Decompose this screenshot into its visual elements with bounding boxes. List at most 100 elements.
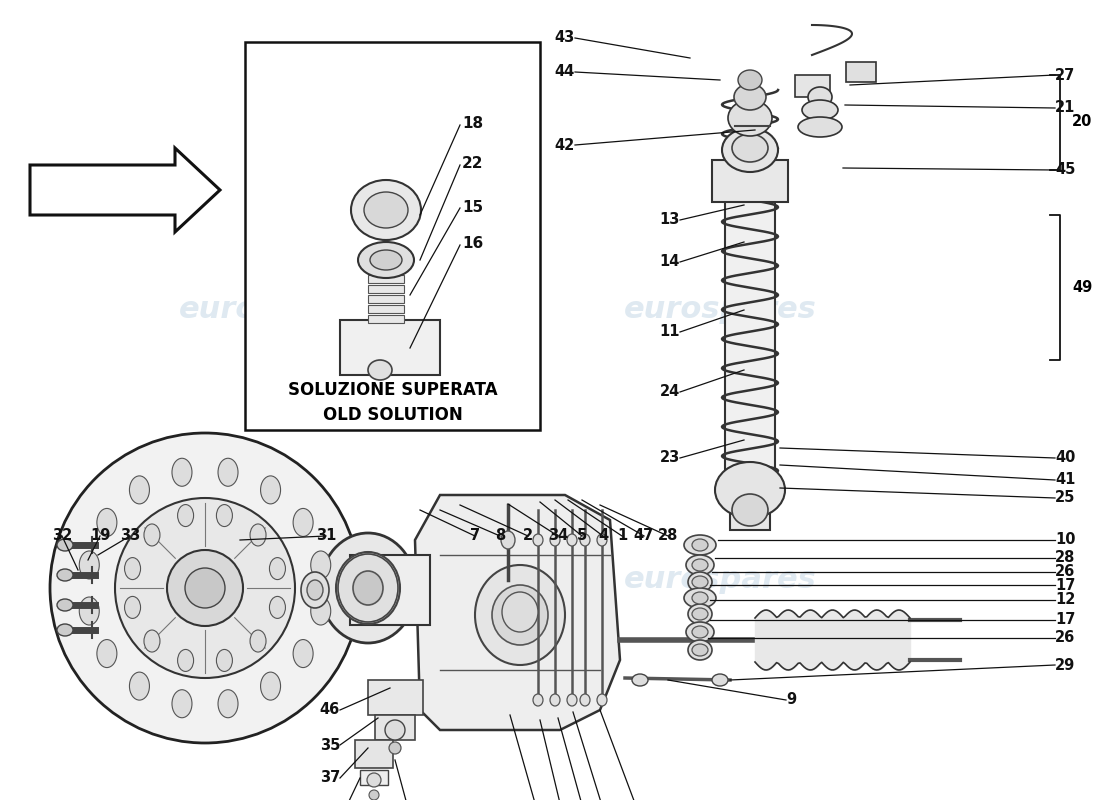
Ellipse shape (79, 551, 99, 579)
Ellipse shape (167, 550, 243, 626)
Ellipse shape (732, 134, 768, 162)
Text: 46: 46 (320, 702, 340, 718)
Ellipse shape (802, 100, 838, 120)
Text: 29: 29 (1055, 658, 1076, 673)
Ellipse shape (307, 580, 323, 600)
Bar (730, 500, 770, 530)
Ellipse shape (688, 572, 712, 592)
Ellipse shape (250, 524, 266, 546)
Text: eurospares: eurospares (624, 295, 816, 325)
Ellipse shape (368, 790, 379, 800)
Bar (368, 680, 424, 715)
Text: 44: 44 (554, 65, 575, 79)
Ellipse shape (580, 694, 590, 706)
Bar (340, 320, 440, 375)
Bar (355, 740, 393, 768)
Ellipse shape (177, 650, 194, 671)
Bar (350, 555, 430, 625)
Ellipse shape (57, 599, 73, 611)
Ellipse shape (353, 571, 383, 605)
Text: 13: 13 (660, 213, 680, 227)
Ellipse shape (692, 608, 708, 620)
Ellipse shape (57, 569, 73, 581)
Text: 11: 11 (660, 325, 680, 339)
Ellipse shape (550, 694, 560, 706)
Ellipse shape (692, 559, 708, 571)
Ellipse shape (712, 674, 728, 686)
Bar (368, 315, 404, 323)
Ellipse shape (728, 100, 772, 136)
Ellipse shape (218, 690, 238, 718)
Ellipse shape (261, 476, 280, 504)
Ellipse shape (534, 694, 543, 706)
Ellipse shape (79, 597, 99, 625)
Text: 26: 26 (1055, 565, 1076, 579)
Ellipse shape (686, 622, 714, 642)
Text: 25: 25 (1055, 490, 1076, 506)
Text: 40: 40 (1055, 450, 1076, 466)
Ellipse shape (218, 458, 238, 486)
Text: 10: 10 (1055, 533, 1076, 547)
Ellipse shape (566, 694, 578, 706)
Ellipse shape (566, 534, 578, 546)
Ellipse shape (692, 539, 708, 551)
Ellipse shape (293, 639, 314, 667)
Text: 35: 35 (320, 738, 340, 753)
Text: 14: 14 (660, 254, 680, 270)
Ellipse shape (597, 694, 607, 706)
Text: 24: 24 (660, 385, 680, 399)
Ellipse shape (580, 534, 590, 546)
Ellipse shape (130, 476, 150, 504)
Ellipse shape (368, 360, 392, 380)
Ellipse shape (185, 568, 226, 608)
Bar (245, 42, 540, 430)
Text: 15: 15 (462, 199, 483, 214)
Text: 43: 43 (554, 30, 575, 46)
Ellipse shape (310, 551, 331, 579)
Ellipse shape (97, 509, 117, 537)
Text: 37: 37 (320, 770, 340, 786)
Ellipse shape (367, 773, 381, 787)
Text: eurospares: eurospares (624, 566, 816, 594)
Text: 28: 28 (658, 529, 679, 543)
Ellipse shape (144, 630, 159, 652)
Ellipse shape (320, 533, 416, 643)
Text: 45: 45 (1055, 162, 1076, 178)
Ellipse shape (310, 597, 331, 625)
Polygon shape (415, 495, 620, 730)
Ellipse shape (351, 180, 421, 240)
Text: 18: 18 (462, 117, 483, 131)
Bar (368, 285, 404, 293)
Ellipse shape (130, 672, 150, 700)
Bar (368, 275, 404, 283)
Text: 22: 22 (462, 157, 484, 171)
Text: 8: 8 (495, 529, 505, 543)
Ellipse shape (684, 588, 716, 608)
Text: 20: 20 (1072, 114, 1092, 130)
Ellipse shape (144, 524, 159, 546)
Text: 41: 41 (1055, 473, 1076, 487)
Bar (375, 715, 415, 740)
Ellipse shape (684, 535, 716, 555)
Ellipse shape (389, 742, 402, 754)
Text: 31: 31 (316, 529, 337, 543)
Ellipse shape (492, 585, 548, 645)
Ellipse shape (57, 624, 73, 636)
Text: 2: 2 (522, 529, 534, 543)
Ellipse shape (50, 433, 360, 743)
Text: eurospares: eurospares (178, 566, 372, 594)
Text: 26: 26 (1055, 630, 1076, 646)
Text: 34: 34 (548, 529, 568, 543)
Ellipse shape (692, 644, 708, 656)
Ellipse shape (172, 690, 192, 718)
Ellipse shape (686, 555, 714, 575)
Text: 33: 33 (120, 529, 140, 543)
Ellipse shape (385, 720, 405, 740)
Ellipse shape (124, 558, 141, 579)
Ellipse shape (502, 592, 538, 632)
Text: OLD SOLUTION: OLD SOLUTION (322, 406, 462, 424)
Ellipse shape (57, 539, 73, 551)
Bar (368, 305, 404, 313)
Ellipse shape (336, 552, 400, 624)
Bar (368, 265, 404, 273)
